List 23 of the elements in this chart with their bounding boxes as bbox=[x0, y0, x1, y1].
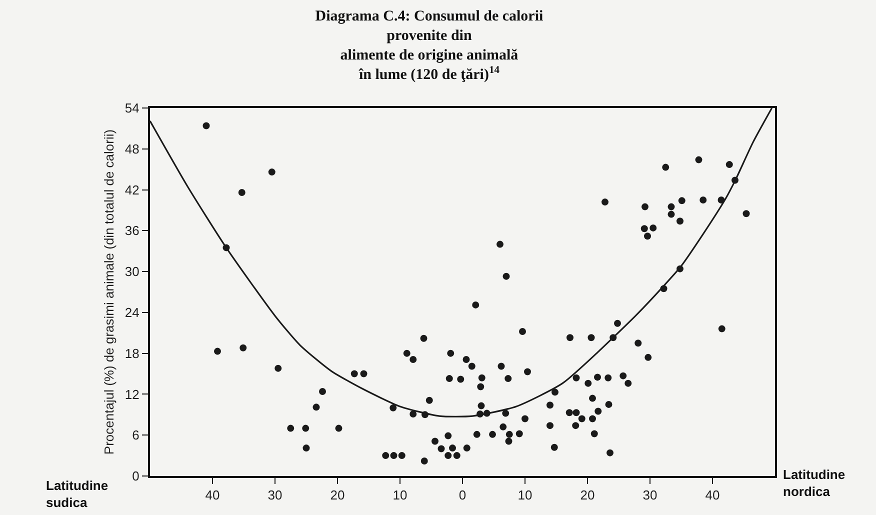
x-tick-label: 20 bbox=[580, 488, 595, 503]
y-tick-label: 30 bbox=[124, 264, 140, 280]
y-tick-label: 12 bbox=[124, 386, 140, 402]
x-tick-label: 40 bbox=[205, 488, 220, 503]
y-tick-label: 0 bbox=[132, 468, 140, 484]
x-tick-label: 20 bbox=[330, 488, 345, 503]
y-tick-label: 54 bbox=[124, 100, 140, 116]
y-axis-title: Procentajul (%) de grasimi animale (din totalul de calorii) bbox=[101, 129, 116, 455]
y-tick-label: 36 bbox=[124, 223, 140, 238]
y-tick-label: 48 bbox=[124, 141, 140, 156]
y-tick-label: 42 bbox=[124, 182, 140, 198]
x-tick-label: 30 bbox=[642, 488, 658, 503]
x-tick-label: 0 bbox=[458, 488, 466, 503]
x-tick-label: 10 bbox=[518, 488, 532, 503]
x-tick-label: 30 bbox=[268, 488, 282, 503]
text: Latitudine sudica bbox=[46, 478, 108, 510]
x-tick-label: 10 bbox=[392, 488, 408, 503]
y-tick-label: 6 bbox=[132, 428, 140, 443]
chart-title: Diagrama C.4: Consumul de calorii provenite din alimente de origine animală în lume (120 de ţări)$^{14}$ bbox=[315, 8, 544, 84]
y-tick-label: 24 bbox=[124, 304, 140, 320]
x-tick-label: 40 bbox=[705, 488, 720, 503]
y-tick-label: 18 bbox=[124, 346, 140, 361]
text: Latitudine nordica bbox=[783, 467, 846, 499]
